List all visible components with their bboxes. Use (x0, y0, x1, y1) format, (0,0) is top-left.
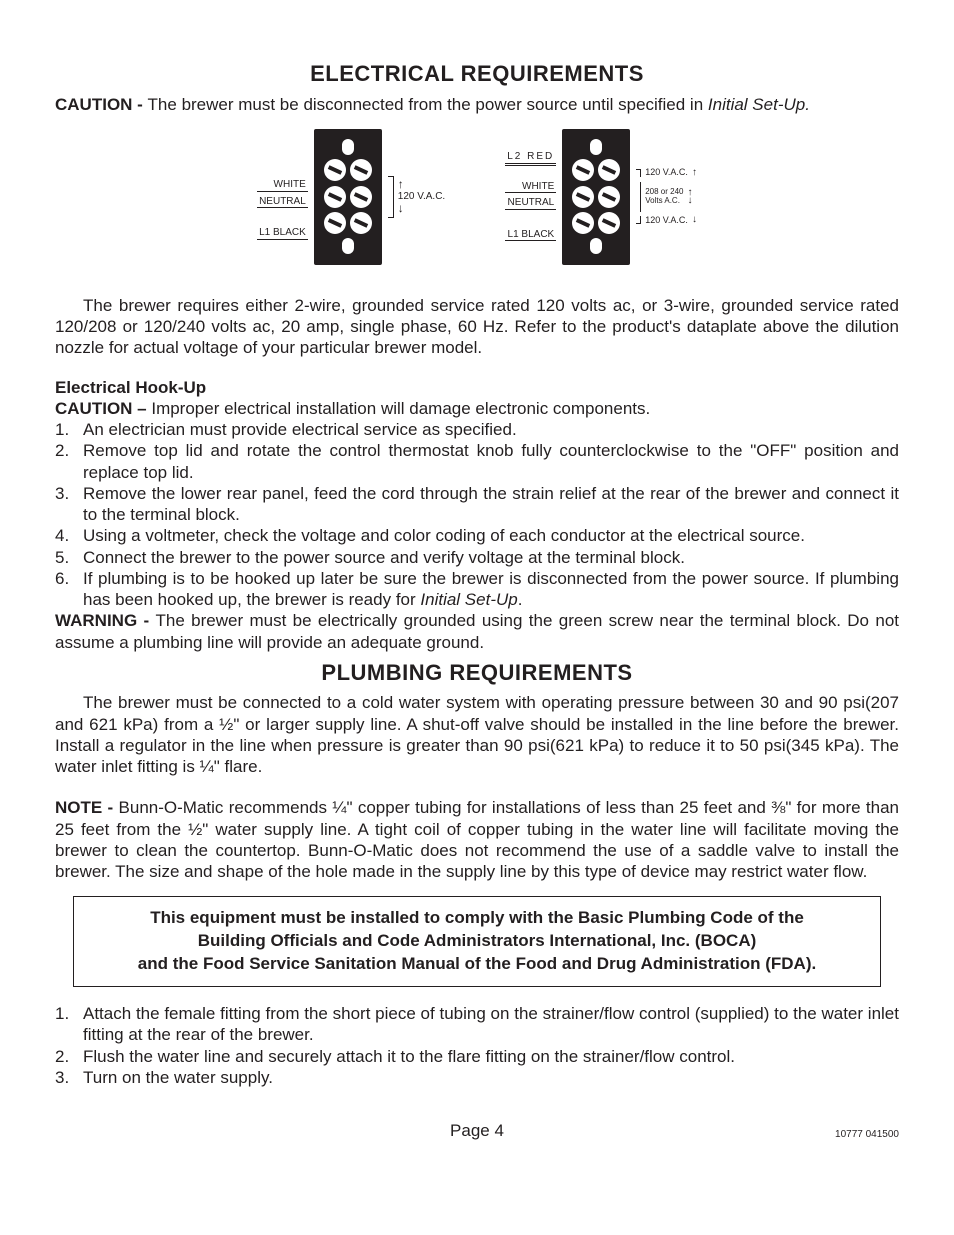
hookup-heading: Electrical Hook-Up (55, 377, 899, 398)
arrow-down-icon (398, 202, 445, 215)
arrow-up-icon (398, 178, 445, 191)
warning-text: The brewer must be electrically grounded… (55, 611, 899, 651)
doc-number: 10777 041500 (699, 1129, 899, 1142)
note-text: Bunn-O-Matic recommends ¼" copper tubing… (55, 798, 899, 881)
diagram1-left-labels: WHITE NEUTRAL L1 BLACK (257, 149, 308, 245)
label-white: WHITE (505, 182, 556, 194)
label-l1-black: L1 BLACK (257, 228, 308, 240)
label-l2-red: L2 RED (505, 152, 556, 166)
arrow-updown-icon: ↑↓ (688, 189, 693, 205)
wiring-diagrams: WHITE NEUTRAL L1 BLACK 120 V.A.C. (55, 129, 899, 265)
label-120vac-bot: 120 V.A.C. (645, 216, 688, 225)
arrow-up-icon: ↑ (692, 169, 697, 177)
list-item: 3.Remove the lower rear panel, feed the … (55, 483, 899, 526)
terminal-block-icon (314, 129, 382, 265)
box-line-3: and the Food Service Sanitation Manual o… (104, 953, 850, 976)
caution-italic: Initial Set-Up. (708, 95, 810, 114)
wiring-diagram-208-240v: L2 RED WHITE NEUTRAL L1 BLACK 120 V.A.C.… (505, 129, 697, 265)
caution-text: Improper electrical installation will da… (151, 399, 650, 418)
box-line-2: Building Officials and Code Administrato… (104, 930, 850, 953)
diagram2-left-labels: L2 RED WHITE NEUTRAL L1 BLACK (505, 147, 556, 246)
note-lead: NOTE - (55, 798, 119, 817)
list-item: 6.If plumbing is to be hooked up later b… (55, 568, 899, 611)
terminal-block-icon (562, 129, 630, 265)
label-neutral: NEUTRAL (257, 197, 308, 209)
arrow-down-icon: ↓ (692, 216, 697, 224)
caution-lead: CAUTION – (55, 399, 151, 418)
compliance-box: This equipment must be installed to comp… (73, 896, 881, 987)
list-item: 4.Using a voltmeter, check the voltage a… (55, 525, 899, 546)
page-title: ELECTRICAL REQUIREMENTS (55, 60, 899, 88)
intro-paragraph: The brewer requires either 2-wire, groun… (55, 295, 899, 359)
diagram1-right-labels: 120 V.A.C. (388, 157, 445, 237)
label-l1-black: L1 BLACK (505, 230, 556, 242)
box-line-1: This equipment must be installed to comp… (104, 907, 850, 930)
hookup-caution: CAUTION – Improper electrical installati… (55, 398, 899, 419)
list-item: 3.Turn on the water supply. (55, 1067, 899, 1088)
label-white: WHITE (257, 180, 308, 192)
list-item: 1.An electrician must provide electrical… (55, 419, 899, 440)
caution-lead: CAUTION - (55, 95, 148, 114)
list-item: 5.Connect the brewer to the power source… (55, 547, 899, 568)
hookup-steps: 1.An electrician must provide electrical… (55, 419, 899, 610)
list-item: 2.Remove top lid and rotate the control … (55, 440, 899, 483)
wiring-diagram-120v: WHITE NEUTRAL L1 BLACK 120 V.A.C. (257, 129, 445, 265)
diagram2-right-labels: 120 V.A.C. ↑ 208 or 240 Volts A.C. ↑↓ 12… (636, 164, 697, 229)
note-block: NOTE - Bunn-O-Matic recommends ¼" copper… (55, 797, 899, 882)
label-120vac-top: 120 V.A.C. (645, 168, 688, 177)
warning-block: WARNING - The brewer must be electricall… (55, 610, 899, 653)
warning-lead: WARNING - (55, 611, 156, 630)
plumbing-title: PLUMBING REQUIREMENTS (55, 659, 899, 687)
plumbing-paragraph: The brewer must be connected to a cold w… (55, 692, 899, 777)
list-item: 1.Attach the female fitting from the sho… (55, 1003, 899, 1046)
page-number: Page 4 (255, 1120, 699, 1141)
label-208-240: 208 or 240 Volts A.C. (645, 188, 683, 205)
plumbing-steps: 1.Attach the female fitting from the sho… (55, 1003, 899, 1088)
caution-text: The brewer must be disconnected from the… (148, 95, 708, 114)
list-item: 2.Flush the water line and securely atta… (55, 1046, 899, 1067)
label-neutral: NEUTRAL (505, 198, 556, 210)
page-footer: Page 4 10777 041500 (55, 1120, 899, 1141)
caution-line: CAUTION - The brewer must be disconnecte… (55, 94, 899, 115)
label-120vac: 120 V.A.C. (398, 191, 445, 202)
